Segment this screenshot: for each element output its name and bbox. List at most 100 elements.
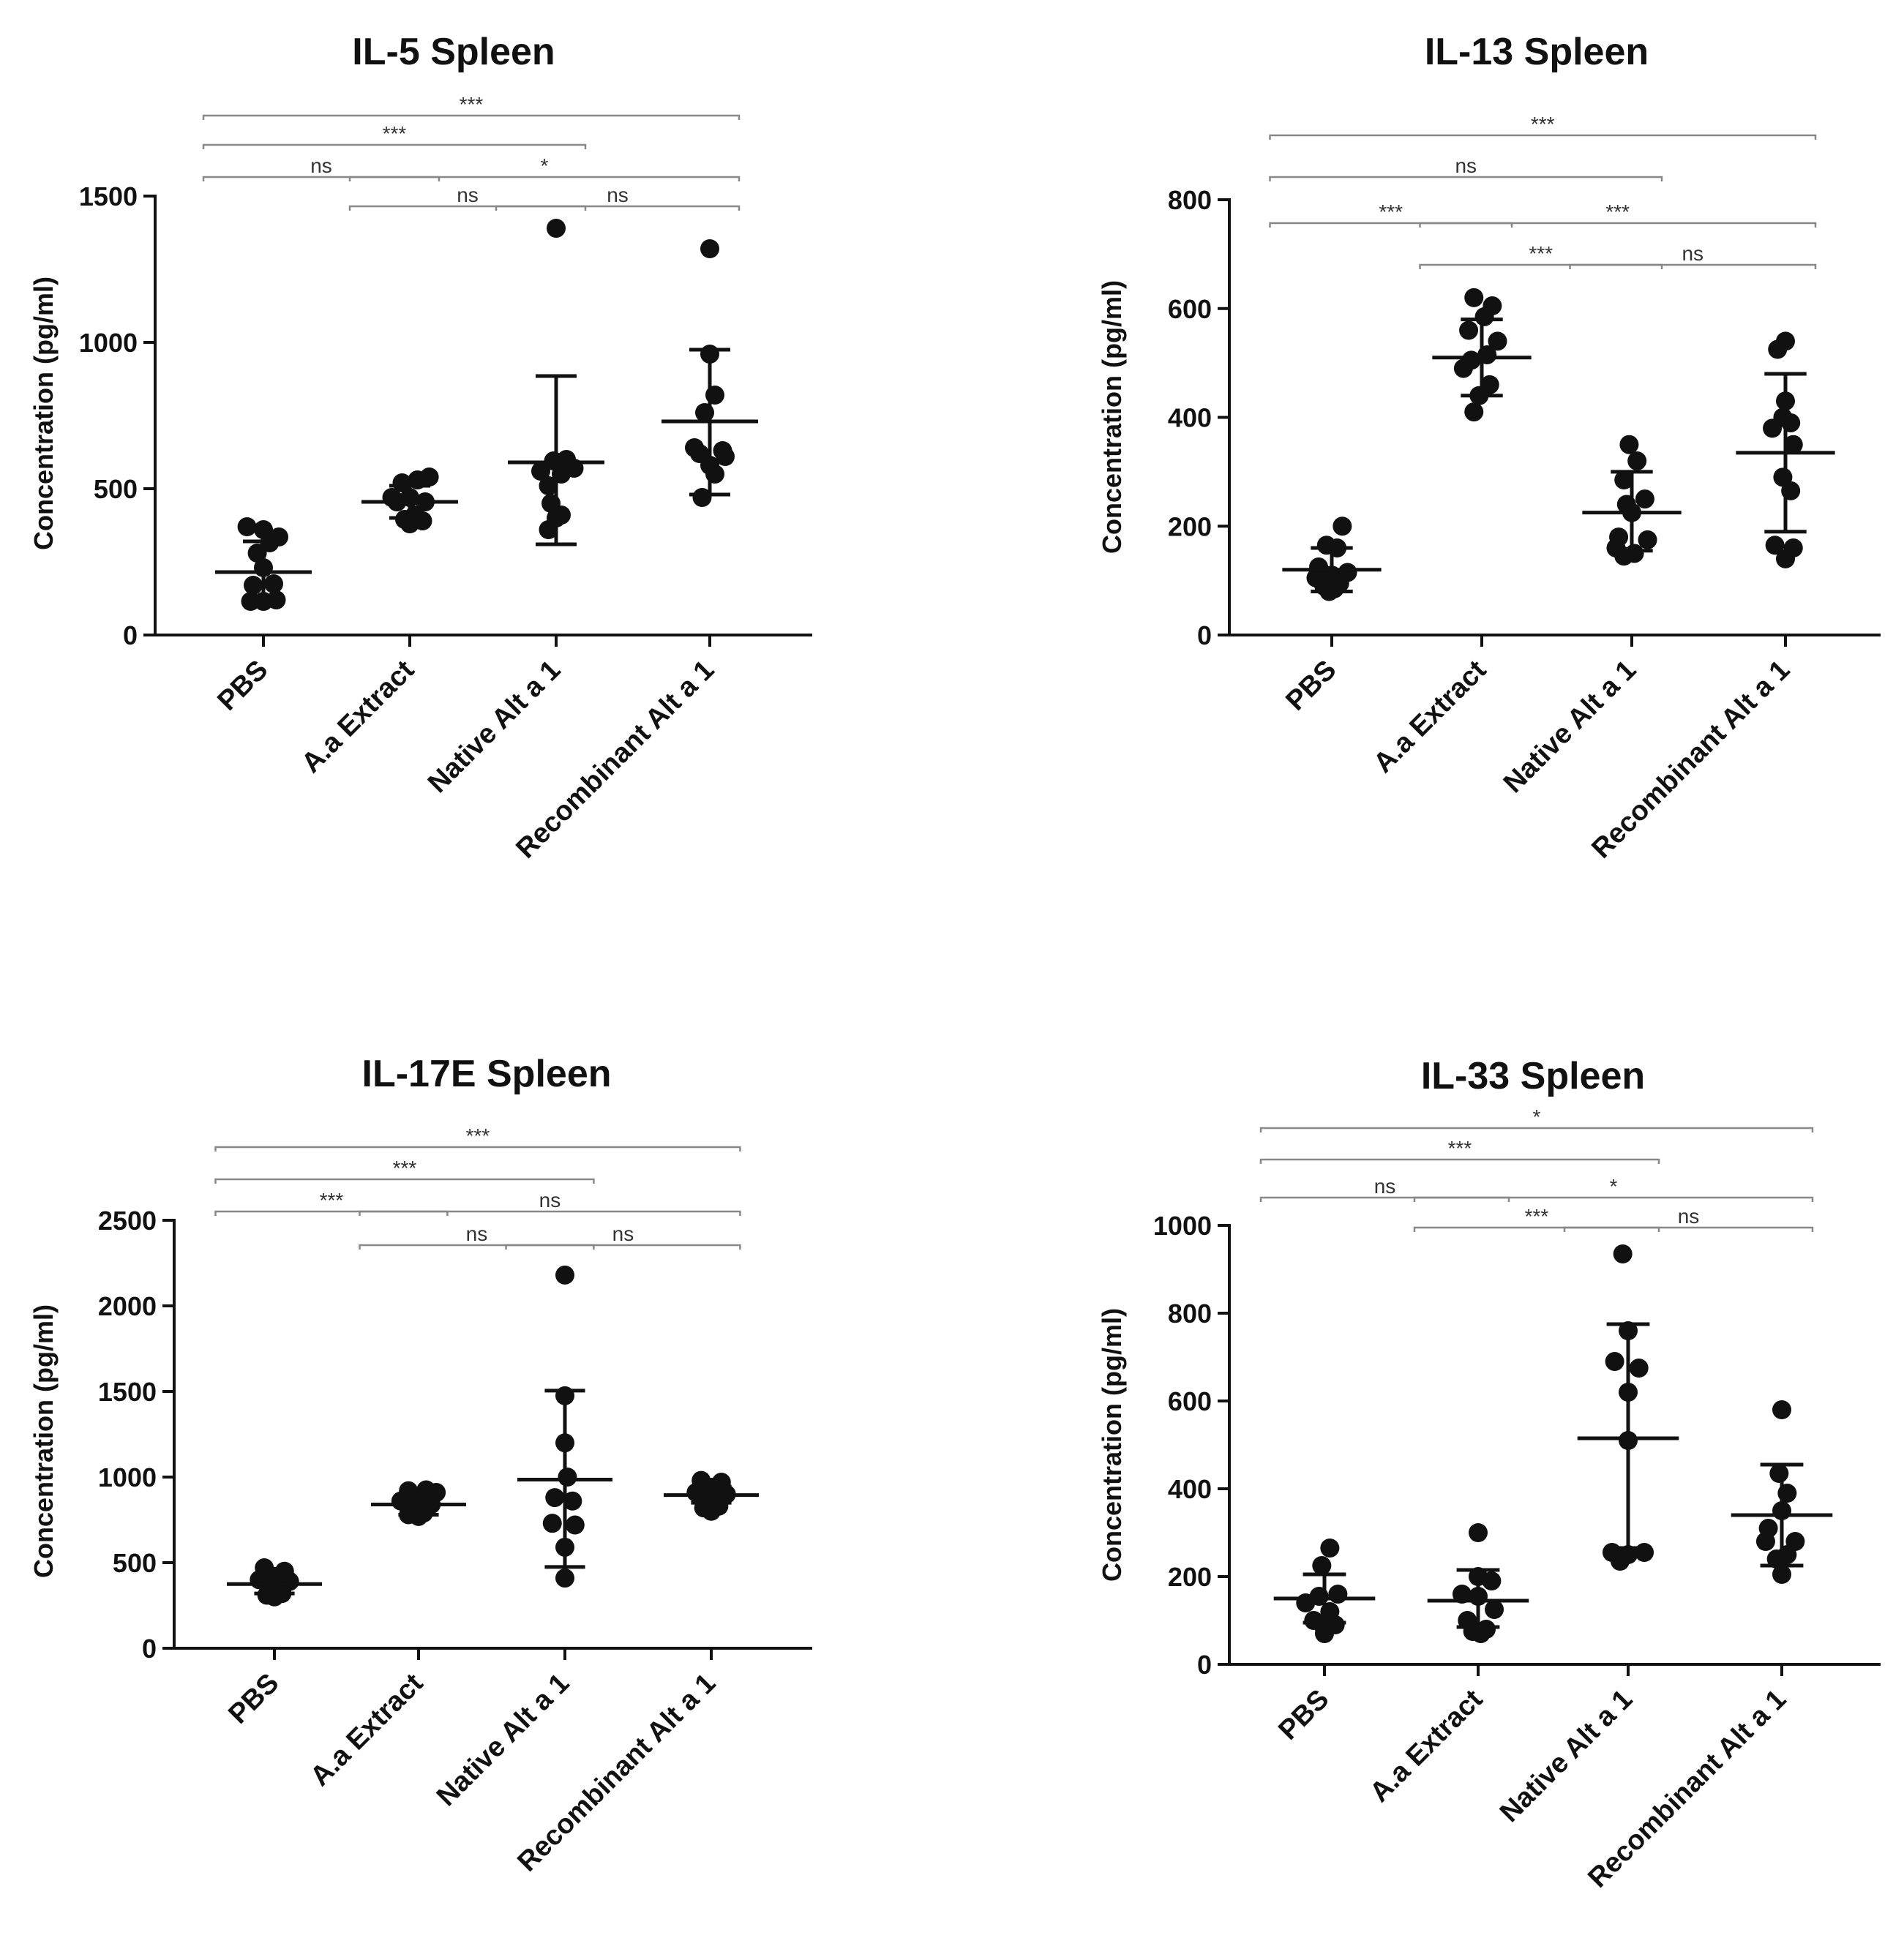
significance-label: *** [466,1124,490,1147]
y-tick-label: 200 [1168,511,1212,541]
error-bar [1611,470,1653,553]
data-point [1482,1571,1502,1590]
plot-area: 0 500 1000 1500 2000 2500 PBS A.a Extract Native… [98,1124,812,1878]
data-point [1488,331,1507,351]
error-bar [1311,546,1353,593]
data-point [264,574,283,593]
y-tick-label: 200 [1168,1562,1212,1592]
data-point [1464,402,1484,422]
y-tick-label: 500 [113,1548,157,1578]
data-point [1474,307,1494,326]
data-point [1312,1556,1332,1575]
y-tick-label: 1000 [79,328,138,358]
significance-label: ns [457,184,479,206]
data-point [1763,418,1783,438]
panel-il13-spleen: IL-13 Spleen Concentration (pg/ml) 0 200 4… [1097,31,1881,865]
data-point [1783,435,1803,454]
significance-bracket [1269,134,1817,140]
y-axis-label: Concentration (pg/ml) [29,277,59,550]
significance-bracket [214,1178,595,1184]
data-point [1769,1464,1789,1483]
data-point [555,1569,574,1588]
significance-label: *** [1525,1205,1549,1228]
y-tick-label: 2000 [98,1291,157,1321]
data-point [539,476,558,495]
data-point [1627,451,1647,470]
significance-label: ns [1455,154,1477,177]
significance-label: ns [539,1189,561,1211]
significance-bracket [214,1146,741,1152]
significance-bracket [1259,1158,1660,1164]
y-tick-label: 800 [1168,1299,1212,1329]
error-bar [1760,1462,1804,1568]
data-point [1605,1352,1624,1371]
data-point [419,467,439,487]
significance-label: ns [310,154,332,177]
significance-bracket [1569,263,1817,269]
data-point [1629,1359,1649,1378]
significance-bracket [1259,1196,1510,1202]
data-point [716,447,735,466]
x-tick-label: PBS [222,1668,285,1730]
significance-bracket [359,1210,741,1216]
significance-label: *** [320,1189,344,1211]
significance-label: *** [460,93,484,116]
significance-bracket [348,205,587,211]
y-tick-label: 1500 [79,181,138,211]
plot-area: 0 200 400 600 800 1000 PBS A.a Extract Native Al… [1153,1105,1881,1894]
significance-label: * [1610,1175,1618,1198]
x-tick-label: Native Alt a 1 [422,655,566,799]
significance-label: ns [466,1222,488,1245]
data-point [702,1501,721,1521]
data-point [1768,339,1788,359]
error-bar [243,539,284,605]
y-tick-label: 0 [1197,1650,1212,1680]
significance-bracket [1269,222,1513,228]
significance-bracket [1413,1226,1660,1232]
data-point [1772,1400,1791,1419]
data-point [563,1491,582,1511]
data-point [1755,1532,1775,1551]
significance-bracket [1259,1127,1814,1132]
significance-bracket [348,176,741,181]
y-tick-label: 0 [142,1634,157,1664]
data-point [1765,536,1785,555]
y-tick-label: 2500 [98,1206,157,1236]
error-bar [1606,1322,1650,1550]
data-point [558,1468,577,1487]
y-tick-label: 400 [1168,403,1212,433]
data-point [1635,1543,1654,1562]
y-axis-label: Concentration (pg/ml) [1097,280,1127,554]
data-point [244,576,263,595]
chart-title: IL-33 Spleen [1421,1055,1645,1097]
x-tick-label: PBS [1280,655,1342,717]
error-bar [1461,318,1503,398]
data-point [1635,489,1654,509]
data-point [1485,1600,1504,1619]
data-point [1619,435,1639,454]
data-point [565,1515,585,1535]
y-axis-label: Concentration (pg/ml) [1097,1308,1127,1582]
y-tick-label: 500 [94,474,138,504]
significance-label: *** [1605,200,1630,223]
chart-title: IL-5 Spleen [352,31,555,73]
data-point [1459,320,1479,340]
significance-label: *** [1379,200,1403,223]
data-point [1776,549,1795,568]
significance-label: * [541,154,549,177]
significance-label: * [1533,1105,1541,1128]
significance-bracket [1419,263,1663,269]
y-tick-label: 600 [1168,294,1212,324]
error-bar [1456,1568,1500,1629]
significance-label: *** [1529,242,1553,265]
error-bar [398,1492,439,1517]
error-bar [254,1572,295,1596]
x-tick-label: A.a Extract [1368,654,1492,778]
x-tick-label: PBS [211,655,274,717]
y-tick-label: 0 [123,620,138,650]
x-tick-label: A.a Extract [304,1667,429,1792]
chart-title: IL-13 Spleen [1425,31,1649,73]
data-point [1315,1624,1334,1643]
significance-bracket [1269,176,1663,181]
